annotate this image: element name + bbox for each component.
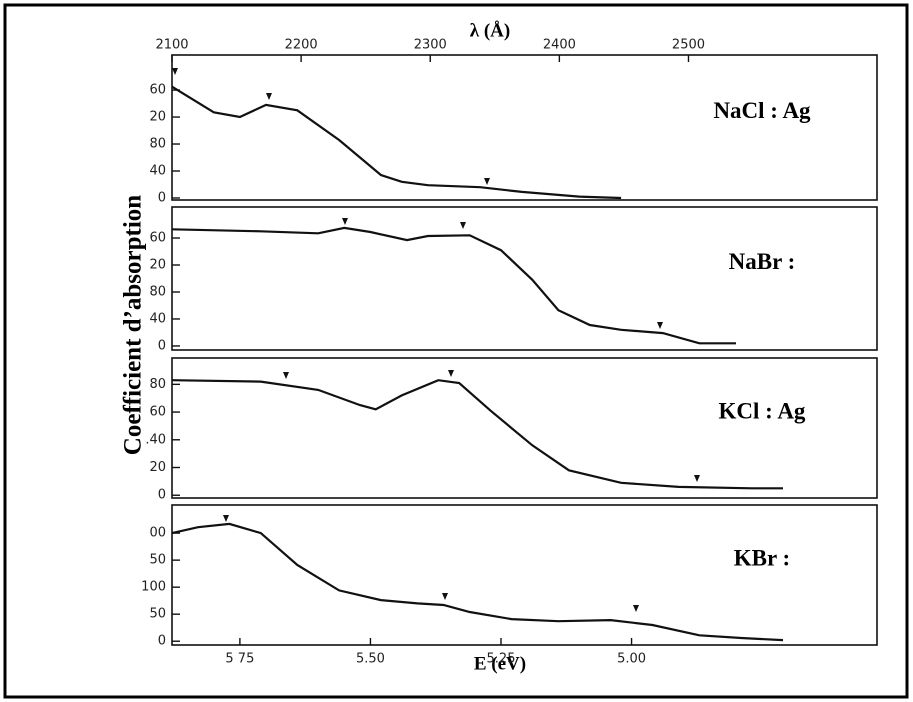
x-tick-label: 5.50 [356,652,385,667]
y-tick-label: .40 [145,432,166,447]
x2-tick-label: 2500 [672,38,705,53]
y-tick-label: 80 [149,377,166,392]
arrows [172,68,700,612]
y-tick-label: 0 [158,190,166,205]
x2-tick-label: 2100 [155,38,188,53]
y-tick-label: 00 [149,526,166,541]
x2-tick-label: 2300 [414,38,447,53]
y-axis-label: Coefficient d’absorption [120,195,147,455]
curve [171,379,783,490]
y-tick-label: 60 [149,83,166,98]
y-tick-label: 50 [149,553,166,568]
y-tick-label: 0 [158,338,166,353]
panel-frame [171,206,878,351]
y-tick-label: 100 [141,580,166,595]
panel-label: KCl : Ag [719,398,806,423]
panel-frame [171,504,878,646]
y-tick-label: 60 [149,231,166,246]
y-tick-label: 40 [149,164,166,179]
frame [3,3,909,699]
panel-label: NaCl : Ag [713,98,811,123]
y-tick-label: 80 [149,137,166,152]
curve [171,226,736,345]
y-tick-label: 20 [149,110,166,125]
panel-label: KBr : [734,545,790,570]
y-tick-label: 20 [149,258,166,273]
panel-frame [171,357,878,499]
y-tick-label: 40 [149,311,166,326]
y-tick-label: 0 [158,488,166,503]
y-tick-label: 50 [149,607,166,622]
x-axis-label: E (eV) [474,653,526,674]
panel-label: NaBr : [729,249,796,274]
y-tick-label: 60 [149,405,166,420]
panel-frame [171,54,878,201]
curve [171,85,622,200]
x2-tick-label: 2200 [285,38,318,53]
x2-tick-label: 2400 [543,38,576,53]
curve [171,522,784,642]
x-tick-label: 5.00 [617,652,646,667]
x2-axis-label: λ (Å) [470,20,510,41]
y-tick-label: 0 [158,634,166,649]
x-tick-label: 5 75 [225,652,254,667]
y-tick-label: 80 [149,284,166,299]
x-tick-label: 5.25 [487,652,516,667]
y-tick-label: 20 [149,460,166,475]
